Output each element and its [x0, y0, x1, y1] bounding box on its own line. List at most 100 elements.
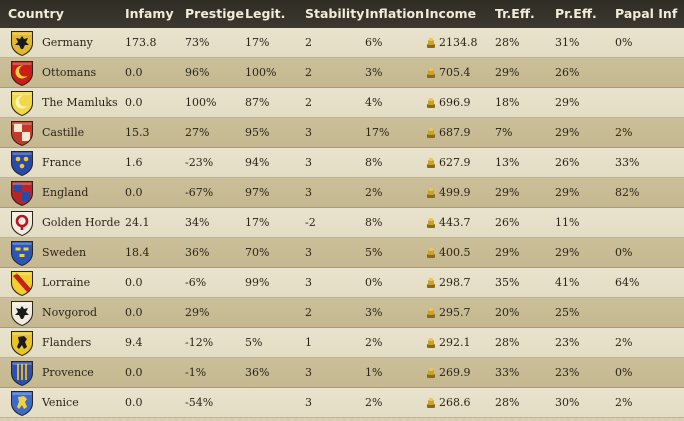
- cell-country: Golden Horde: [42, 216, 121, 229]
- gold-coin-icon: [427, 68, 435, 78]
- table-row[interactable]: Sweden 18.4 36% 70% 3 5% 400.5 29% 29% 0%: [0, 238, 684, 268]
- cell-production-efficiency: 25%: [555, 306, 580, 319]
- shield-icon: [11, 61, 33, 86]
- cell-production-efficiency: 31%: [555, 36, 580, 49]
- cell-income: 696.9: [439, 96, 471, 109]
- cell-trade-efficiency: 35%: [495, 276, 520, 289]
- cell-inflation: 2%: [365, 336, 383, 349]
- header-papal-influence[interactable]: Papal Inf: [615, 6, 678, 21]
- cell-income: 687.9: [439, 126, 471, 139]
- cell-papal-influence: 0%: [615, 366, 633, 379]
- cell-infamy: 0.0: [125, 276, 143, 289]
- cell-infamy: 18.4: [125, 246, 150, 259]
- cell-prestige: 73%: [185, 36, 210, 49]
- cell-income: 705.4: [439, 66, 471, 79]
- cell-stability: 2: [305, 96, 312, 109]
- table-row[interactable]: France 1.6 -23% 94% 3 8% 627.9 13% 26% 33%: [0, 148, 684, 178]
- table-row[interactable]: The Mamluks 0.0 100% 87% 2 4% 696.9 18% 29%: [0, 88, 684, 118]
- cell-papal-influence: 33%: [615, 156, 640, 169]
- gold-coin-icon: [427, 38, 435, 48]
- cell-country: Flanders: [42, 336, 92, 349]
- table-header: Country Infamy Prestige Legit. Stability…: [0, 0, 684, 29]
- gold-coin-icon: [427, 188, 435, 198]
- cell-production-efficiency: 29%: [555, 246, 580, 259]
- cell-country: Venice: [42, 396, 79, 409]
- gold-coin-icon: [427, 128, 435, 138]
- row-divider: [0, 147, 684, 148]
- cell-country: The Mamluks: [42, 96, 118, 109]
- cell-production-efficiency: 29%: [555, 186, 580, 199]
- table-row[interactable]: Provence 0.0 -1% 36% 3 1% 269.9 33% 23% 0%: [0, 358, 684, 388]
- shield-icon: [11, 331, 33, 356]
- cell-stability: 3: [305, 396, 312, 409]
- cell-prestige: -12%: [185, 336, 214, 349]
- cell-prestige: 34%: [185, 216, 210, 229]
- cell-country: Lorraine: [42, 276, 91, 289]
- table-row[interactable]: Castille 15.3 27% 95% 3 17% 687.9 7% 29% 2%: [0, 118, 684, 148]
- cell-stability: 2: [305, 66, 312, 79]
- cell-trade-efficiency: 29%: [495, 246, 520, 259]
- cell-stability: 3: [305, 126, 312, 139]
- cell-income: 298.7: [439, 276, 471, 289]
- cell-inflation: 17%: [365, 126, 390, 139]
- cell-infamy: 0.0: [125, 186, 143, 199]
- cell-production-efficiency: 23%: [555, 366, 580, 379]
- header-infamy[interactable]: Infamy: [125, 6, 174, 21]
- cell-production-efficiency: 29%: [555, 96, 580, 109]
- table-row[interactable]: England 0.0 -67% 97% 3 2% 499.9 29% 29% 82%: [0, 178, 684, 208]
- table-row[interactable]: Novgorod 0.0 29% 2 3% 295.7 20% 25%: [0, 298, 684, 328]
- cell-income: 295.7: [439, 306, 471, 319]
- shield-icon: [11, 241, 33, 266]
- table-row[interactable]: Germany 173.8 73% 17% 2 6% 2134.8 28% 31% 0%: [0, 28, 684, 58]
- cell-legitimacy: 5%: [245, 336, 263, 349]
- cell-income: 443.7: [439, 216, 471, 229]
- row-divider: [0, 297, 684, 298]
- cell-legitimacy: 70%: [245, 246, 270, 259]
- cell-trade-efficiency: 26%: [495, 216, 520, 229]
- row-divider: [0, 117, 684, 118]
- header-prestige[interactable]: Prestige: [185, 6, 244, 21]
- table-row[interactable]: Flanders 9.4 -12% 5% 1 2% 292.1 28% 23% 2%: [0, 328, 684, 358]
- table-row[interactable]: Lorraine 0.0 -6% 99% 3 0% 298.7 35% 41% 64%: [0, 268, 684, 298]
- header-trade-efficiency[interactable]: Tr.Eff.: [495, 6, 535, 21]
- cell-papal-influence: 64%: [615, 276, 640, 289]
- header-country[interactable]: Country: [8, 6, 64, 21]
- cell-legitimacy: 17%: [245, 216, 270, 229]
- cell-income: 292.1: [439, 336, 471, 349]
- cell-infamy: 173.8: [125, 36, 157, 49]
- cell-production-efficiency: 26%: [555, 156, 580, 169]
- shield-icon: [11, 151, 33, 176]
- cell-prestige: -54%: [185, 396, 214, 409]
- row-divider: [0, 177, 684, 178]
- table-row[interactable]: Venice 0.0 -54% 3 2% 268.6 28% 30% 2%: [0, 388, 684, 418]
- cell-legitimacy: 97%: [245, 186, 270, 199]
- cell-income: 627.9: [439, 156, 471, 169]
- cell-income: 269.9: [439, 366, 471, 379]
- row-divider: [0, 417, 684, 418]
- header-inflation[interactable]: Inflation: [365, 6, 424, 21]
- table-row[interactable]: Ottomans 0.0 96% 100% 2 3% 705.4 29% 26%: [0, 58, 684, 88]
- cell-stability: 1: [305, 336, 312, 349]
- row-divider: [0, 237, 684, 238]
- header-income[interactable]: Income: [425, 6, 477, 21]
- row-divider: [0, 87, 684, 88]
- cell-prestige: 27%: [185, 126, 210, 139]
- shield-icon: [11, 121, 33, 146]
- cell-income: 2134.8: [439, 36, 478, 49]
- header-stability[interactable]: Stability: [305, 6, 365, 21]
- shield-icon: [11, 391, 33, 416]
- row-divider: [0, 267, 684, 268]
- cell-income: 268.6: [439, 396, 471, 409]
- cell-infamy: 0.0: [125, 306, 143, 319]
- cell-production-efficiency: 41%: [555, 276, 580, 289]
- cell-legitimacy: 94%: [245, 156, 270, 169]
- cell-papal-influence: 2%: [615, 396, 633, 409]
- cell-prestige: -6%: [185, 276, 207, 289]
- cell-legitimacy: 87%: [245, 96, 270, 109]
- header-legitimacy[interactable]: Legit.: [245, 6, 286, 21]
- cell-legitimacy: 17%: [245, 36, 270, 49]
- header-production-efficiency[interactable]: Pr.Eff.: [555, 6, 597, 21]
- table-row[interactable]: Golden Horde 24.1 34% 17% -2 8% 443.7 26% 11%: [0, 208, 684, 238]
- shield-icon: [11, 91, 33, 116]
- cell-production-efficiency: 26%: [555, 66, 580, 79]
